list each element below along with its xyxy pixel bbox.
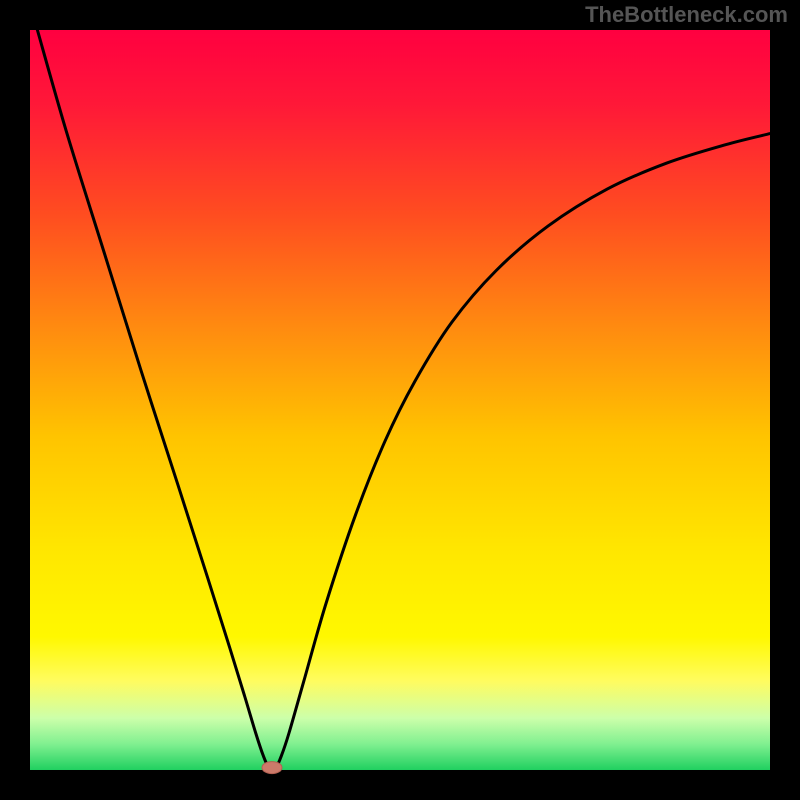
chart-svg — [0, 0, 800, 800]
plot-background — [30, 30, 770, 770]
watermark-text: TheBottleneck.com — [585, 2, 788, 28]
chart-container: TheBottleneck.com — [0, 0, 800, 800]
optimal-point-marker — [262, 762, 282, 774]
